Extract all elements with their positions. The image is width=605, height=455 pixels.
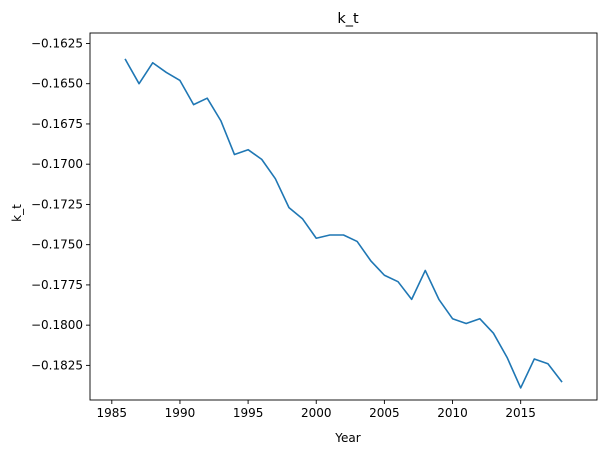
y-axis-label: k_t [10, 204, 24, 222]
y-tick-label: −0.1650 [31, 77, 83, 91]
chart-title: k_t [337, 11, 359, 27]
series-line [124, 58, 563, 389]
y-tick-label: −0.1800 [31, 318, 83, 332]
y-tick-label: −0.1675 [31, 117, 83, 131]
x-tick-label: 2015 [505, 406, 536, 420]
x-axis-label: Year [334, 431, 360, 445]
y-tick-label: −0.1700 [31, 157, 83, 171]
x-tick-label: 1995 [233, 406, 264, 420]
y-tick-label: −0.1825 [31, 358, 83, 372]
y-tick-label: −0.1750 [31, 238, 83, 252]
x-tick-label: 2000 [301, 406, 332, 420]
y-tick-label: −0.1625 [31, 36, 83, 50]
y-tick-label: −0.1725 [31, 197, 83, 211]
x-tick-label: 2010 [437, 406, 468, 420]
plot-area: 1985 1990 1995 2000 2005 2010 2015 −0.1625 −0.16… [31, 32, 598, 420]
x-tick-label: 2005 [369, 406, 400, 420]
axes-frame [89, 32, 598, 401]
y-tick-label: −0.1775 [31, 278, 83, 292]
x-tick-label: 1990 [165, 406, 196, 420]
x-tick-label: 1985 [97, 406, 128, 420]
